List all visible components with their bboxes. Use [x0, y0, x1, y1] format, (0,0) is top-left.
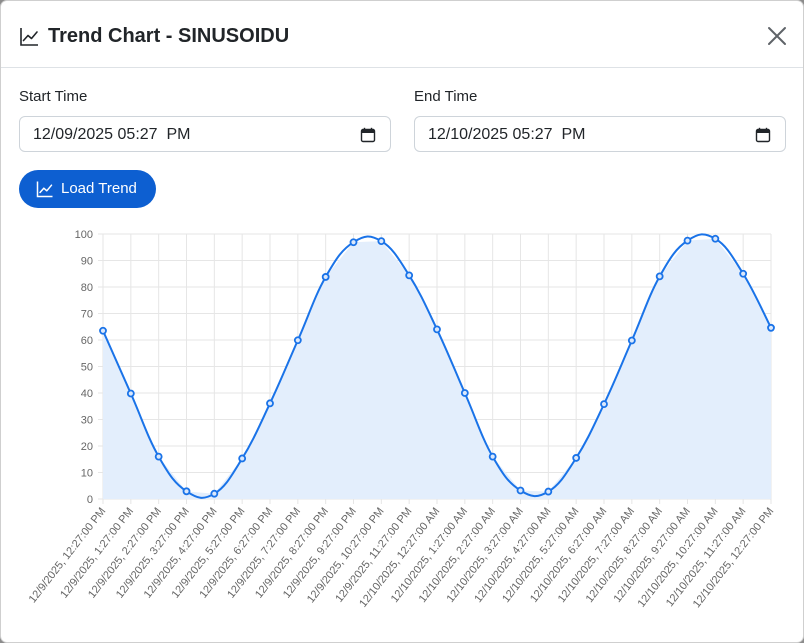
data-point [460, 389, 469, 397]
data-point [739, 269, 748, 278]
close-icon [768, 27, 786, 45]
calendar-icon[interactable] [755, 127, 771, 143]
y-tick-label: 30 [81, 415, 93, 427]
end-time-input[interactable]: 12/10/2025 05:27 PM [414, 116, 786, 152]
data-point [600, 400, 608, 409]
y-tick-label: 50 [81, 362, 93, 374]
data-point [126, 389, 135, 398]
y-tick-label: 40 [81, 388, 93, 400]
start-time-input[interactable]: 12/09/2025 05:27 PM [19, 116, 391, 152]
chart-line-icon [20, 28, 38, 46]
start-time-label: Start Time [19, 88, 88, 105]
load-trend-button[interactable]: Load Trend [19, 170, 156, 208]
start-time-value: 12/09/2025 05:27 PM [33, 126, 191, 143]
data-point [349, 238, 358, 247]
y-tick-label: 90 [81, 256, 93, 268]
y-tick-label: 100 [75, 229, 93, 241]
y-tick-label: 70 [81, 309, 93, 321]
data-point [433, 325, 441, 334]
y-tick-label: 20 [81, 441, 93, 453]
data-point [488, 452, 497, 461]
data-point [767, 323, 775, 332]
y-tick-label: 80 [81, 282, 93, 294]
modal-title: Trend Chart - SINUSOIDU [48, 25, 290, 47]
end-time-label: End Time [414, 88, 478, 105]
calendar-icon[interactable] [360, 127, 376, 143]
data-point [711, 234, 720, 243]
y-tick-label: 10 [81, 468, 93, 480]
data-point [321, 273, 330, 281]
load-trend-label: Load Trend [61, 180, 137, 197]
close-button[interactable] [765, 24, 789, 48]
chart-line-icon [36, 181, 53, 198]
data-point [182, 487, 191, 496]
data-point [544, 487, 553, 496]
series-area-fill [103, 238, 771, 499]
data-point [154, 452, 163, 461]
end-time-value: 12/10/2025 05:27 PM [428, 126, 586, 143]
data-point [377, 237, 386, 246]
data-point [238, 454, 247, 463]
data-point [627, 336, 636, 345]
data-point [516, 486, 525, 495]
data-point [293, 336, 302, 345]
data-point [210, 489, 219, 498]
data-point [99, 326, 107, 335]
y-tick-label: 60 [81, 335, 93, 347]
data-point [266, 399, 274, 408]
data-point [572, 454, 581, 462]
y-tick-label: 0 [87, 494, 93, 506]
data-point [683, 236, 692, 245]
data-point [655, 272, 664, 281]
data-point [405, 271, 414, 280]
modal-header: Trend Chart - SINUSOIDU [1, 1, 803, 68]
